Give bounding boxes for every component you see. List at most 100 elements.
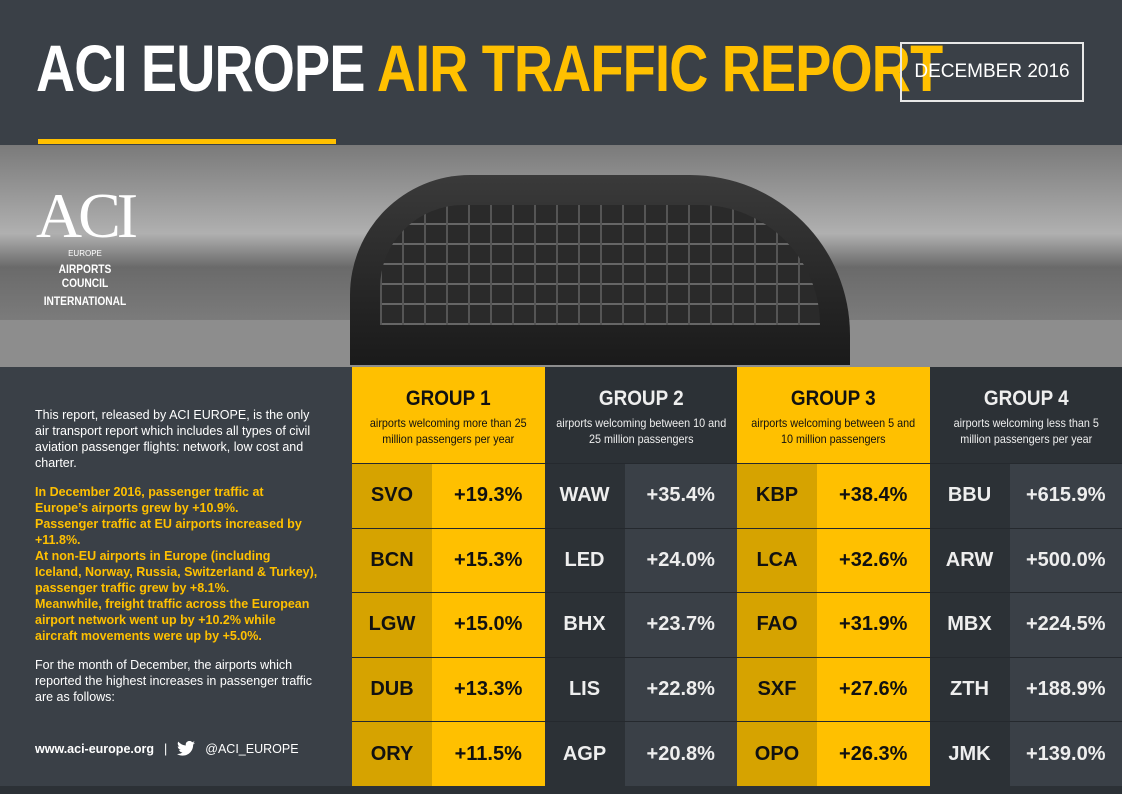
group-4-column: GROUP 4 airports welcoming less than 5 mi… (929, 367, 1122, 787)
website-link[interactable]: www.aci-europe.org (35, 741, 155, 756)
airport-code: SXF (737, 657, 817, 722)
growth-value: +22.8% (624, 657, 737, 722)
group-header: GROUP 3 airports welcoming between 5 and … (737, 367, 930, 463)
airport-code: AGP (544, 722, 625, 786)
group-description: airports welcoming between 10 and 25 mil… (555, 416, 726, 446)
airport-row: BBU +615.9% (929, 463, 1122, 528)
highlight-eu: Passenger traffic at EU airports increas… (35, 517, 302, 547)
growth-value: +24.0% (624, 528, 737, 593)
growth-value: +11.5% (432, 722, 545, 786)
growth-value: +15.3% (432, 528, 545, 593)
growth-value: +23.7% (624, 593, 737, 657)
growth-value: +224.5% (1009, 593, 1122, 657)
group-description: airports welcoming more than 25 million … (369, 416, 527, 446)
title-yellow: AIR TRAFFIC REPORT (376, 31, 943, 105)
terminal-building (350, 175, 850, 365)
group-header: GROUP 4 airports welcoming less than 5 mi… (929, 367, 1122, 463)
airport-row: BHX +23.7% (544, 592, 737, 657)
intro-closing: For the month of December, the airports … (35, 658, 313, 704)
airport-code: LIS (544, 657, 625, 722)
airport-code: LCA (737, 528, 817, 593)
group-description: airports welcoming less than 5 million p… (953, 416, 1099, 446)
airport-code: LGW (352, 593, 432, 657)
airport-code: LED (544, 528, 625, 593)
growth-value: +500.0% (1009, 528, 1122, 593)
growth-value: +13.3% (432, 657, 545, 722)
airport-code: JMK (929, 722, 1010, 786)
title-underline (38, 139, 336, 144)
airport-code: MBX (929, 593, 1010, 657)
report-title: ACI EUROPE AIR TRAFFIC REPORT (36, 30, 943, 106)
airport-code: BBU (929, 464, 1010, 528)
airport-code: ZTH (929, 657, 1010, 722)
airport-code: WAW (544, 464, 625, 528)
airport-row: MBX +224.5% (929, 592, 1122, 657)
logo-name-2: INTERNATIONAL (43, 294, 127, 308)
growth-value: +27.6% (817, 657, 930, 722)
group-2-column: GROUP 2 airports welcoming between 10 and… (544, 367, 737, 787)
highlight-non-eu: At non-EU airports in Europe (including … (35, 549, 318, 595)
twitter-handle[interactable]: @ACI_EUROPE (205, 741, 299, 756)
group-header: GROUP 1 airports welcoming more than 25 m… (352, 367, 545, 463)
airport-row: ORY +11.5% (352, 721, 545, 786)
airport-row: LGW +15.0% (352, 592, 545, 657)
airport-row: FAO +31.9% (737, 592, 930, 657)
airport-row: ARW +500.0% (929, 527, 1122, 593)
logo-region: EUROPE (68, 249, 102, 258)
twitter-icon (177, 741, 196, 756)
airport-row: SXF +27.6% (737, 656, 930, 722)
highlights: In December 2016, passenger traffic at E… (35, 484, 320, 644)
airport-row: ZTH +188.9% (929, 656, 1122, 722)
airport-code: OPO (737, 722, 817, 786)
group-3-column: GROUP 3 airports welcoming between 5 and … (737, 367, 930, 787)
separator: | (164, 741, 168, 756)
group-title: GROUP 3 (790, 387, 876, 410)
airport-row: JMK +139.0% (929, 721, 1122, 786)
growth-value: +19.3% (432, 464, 545, 528)
airport-code: KBP (737, 464, 817, 528)
intro-paragraph: This report, released by ACI EUROPE, is … (35, 408, 311, 470)
group-title: GROUP 2 (598, 387, 684, 410)
growth-value: +32.6% (817, 528, 930, 593)
airport-row: DUB +13.3% (352, 656, 545, 722)
airport-row: KBP +38.4% (737, 463, 930, 528)
airport-code: DUB (352, 657, 432, 722)
growth-value: +31.9% (817, 593, 930, 657)
airport-code: SVO (352, 464, 432, 528)
aci-logo: ACI EUROPE AIRPORTS COUNCIL INTERNATIONA… (30, 180, 140, 309)
airport-code: BCN (352, 528, 432, 593)
airport-row: LED +24.0% (544, 527, 737, 593)
growth-value: +26.3% (817, 722, 930, 786)
airport-terminal-photo: ACI EUROPE AIRPORTS COUNCIL INTERNATIONA… (0, 145, 1122, 367)
group-1-column: GROUP 1 airports welcoming more than 25 m… (352, 367, 545, 787)
airport-code: FAO (737, 593, 817, 657)
highlight-freight: Meanwhile, freight traffic across the Eu… (35, 597, 310, 643)
airport-row: OPO +26.3% (737, 721, 930, 786)
group-title: GROUP 4 (983, 387, 1069, 410)
group-description: airports welcoming between 5 and 10 mill… (751, 416, 916, 446)
growth-value: +20.8% (624, 722, 737, 786)
airport-row: BCN +15.3% (352, 527, 545, 593)
footer: www.aci-europe.org | @ACI_EUROPE (35, 741, 299, 756)
airport-row: LIS +22.8% (544, 656, 737, 722)
groups-table: GROUP 1 airports welcoming more than 25 m… (352, 367, 1122, 787)
bottom-bar (0, 786, 1122, 794)
airport-code: ORY (352, 722, 432, 786)
intro-text: This report, released by ACI EUROPE, is … (35, 407, 320, 718)
growth-value: +38.4% (817, 464, 930, 528)
growth-value: +35.4% (624, 464, 737, 528)
logo-name-1: AIRPORTS COUNCIL (58, 262, 112, 290)
growth-value: +139.0% (1009, 722, 1122, 786)
airport-code: ARW (929, 528, 1010, 593)
airport-row: SVO +19.3% (352, 463, 545, 528)
airport-row: WAW +35.4% (544, 463, 737, 528)
airport-row: LCA +32.6% (737, 527, 930, 593)
title-white: ACI EUROPE (36, 31, 365, 105)
growth-value: +188.9% (1009, 657, 1122, 722)
date-box: DECEMBER 2016 (900, 42, 1084, 102)
logo-mark: ACI (35, 180, 138, 251)
growth-value: +615.9% (1009, 464, 1122, 528)
airport-code: BHX (544, 593, 625, 657)
highlight-total: In December 2016, passenger traffic at E… (35, 485, 264, 515)
airport-row: AGP +20.8% (544, 721, 737, 786)
